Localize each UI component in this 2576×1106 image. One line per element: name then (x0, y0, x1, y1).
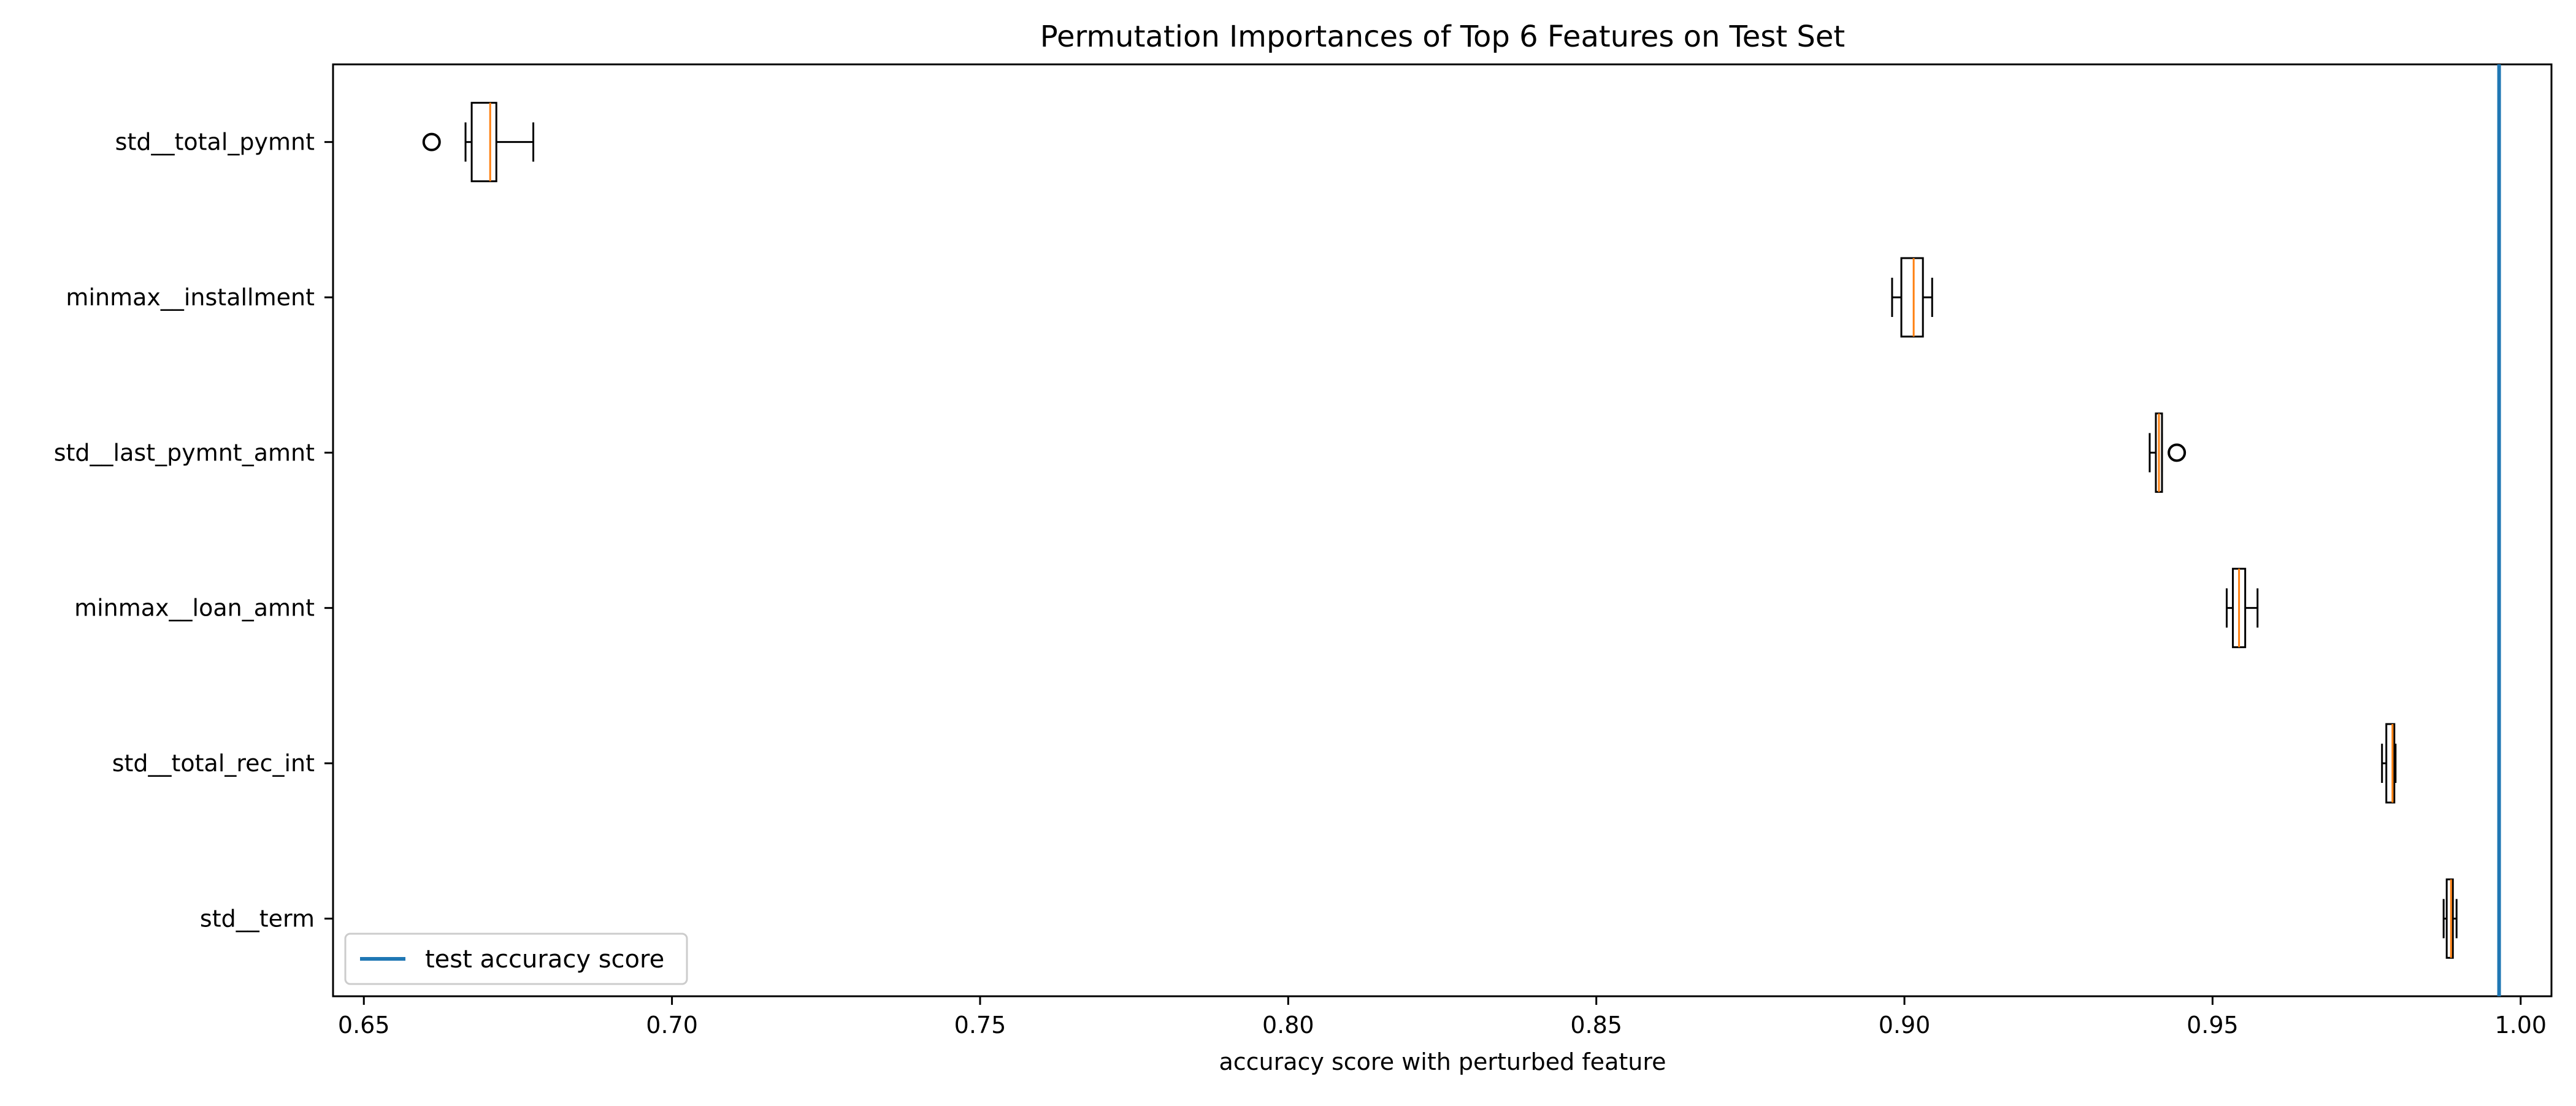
plot-frame (332, 63, 2553, 997)
x-tick-label: 0.85 (1570, 1012, 1622, 1039)
y-tick-label: std__total_pymnt (115, 129, 315, 156)
y-tick-label: std__term (200, 905, 315, 932)
x-tick-label: 0.65 (338, 1012, 390, 1039)
iqr-box (2445, 878, 2454, 959)
x-tick-label: 1.00 (2494, 1012, 2547, 1039)
y-tick-label: minmax__installment (66, 284, 315, 311)
y-tick-label: minmax__loan_amnt (74, 595, 315, 622)
legend-box (344, 932, 688, 985)
iqr-box (470, 102, 497, 183)
iqr-box (1900, 257, 1924, 338)
outlier-point (422, 132, 441, 151)
plot-area: 0.65 0.70 0.75 0.80 0.85 0.90 0.95 1.00 std__tot… (54, 63, 2553, 1039)
outlier-point (2168, 443, 2187, 462)
y-tick-label: std__last_pymnt_amnt (54, 439, 315, 466)
x-tick-label: 0.75 (954, 1012, 1006, 1039)
x-tick-label: 0.90 (1879, 1012, 1931, 1039)
x-tick-label: 0.80 (1262, 1012, 1314, 1039)
x-axis-label: accuracy score with perturbed feature (1219, 1048, 1666, 1075)
x-tick-label: 0.95 (2187, 1012, 2239, 1039)
chart-title: Permutation Importances of Top 6 Feature… (1040, 20, 1845, 54)
y-tick-label: std__total_rec_int (112, 750, 315, 777)
x-tick-label: 0.70 (646, 1012, 698, 1039)
legend-label: test accuracy score (425, 945, 664, 974)
iqr-box (2385, 723, 2396, 804)
